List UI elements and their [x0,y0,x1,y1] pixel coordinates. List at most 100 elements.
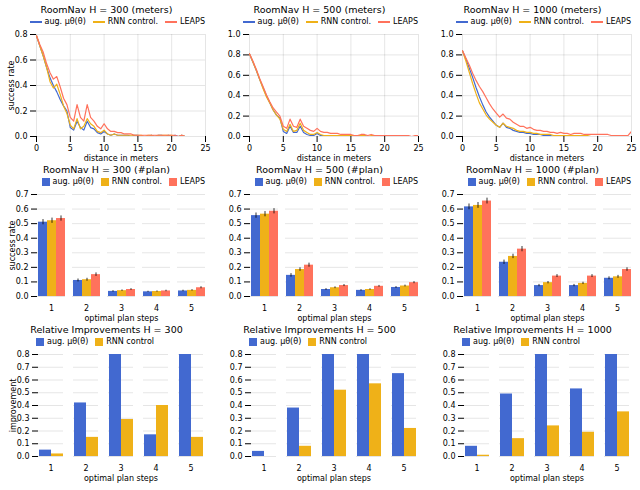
svg-text:20: 20 [167,144,177,153]
svg-text:0.4: 0.4 [443,401,456,410]
svg-text:success rate: success rate [7,60,16,110]
svg-text:0.3: 0.3 [443,414,456,423]
svg-text:0.2: 0.2 [15,107,28,116]
svg-text:distance in meters: distance in meters [297,154,372,163]
svg-text:improvement: improvement [9,379,18,433]
svg-text:0.5: 0.5 [443,388,456,397]
svg-text:0.0: 0.0 [17,452,30,461]
svg-text:0.4: 0.4 [228,91,241,100]
svg-text:0.6: 0.6 [228,71,241,80]
svg-text:0.2: 0.2 [16,263,29,272]
svg-text:5: 5 [494,144,499,153]
svg-text:0.6: 0.6 [17,376,30,385]
svg-text:0.7: 0.7 [16,190,29,199]
svg-text:4: 4 [153,464,158,473]
svg-text:3: 3 [119,304,124,313]
svg-text:25: 25 [200,144,210,153]
svg-text:4: 4 [154,304,159,313]
svg-text:optimal plan steps: optimal plan steps [84,474,158,483]
svg-text:0.1: 0.1 [17,439,30,448]
svg-text:0.3: 0.3 [17,414,30,423]
svg-text:distance in meters: distance in meters [510,154,585,163]
svg-text:3: 3 [118,464,123,473]
svg-text:0.4: 0.4 [229,234,242,243]
svg-text:0.0: 0.0 [230,452,243,461]
svg-text:3: 3 [332,304,337,313]
svg-text:0.8: 0.8 [443,350,456,359]
svg-text:0.5: 0.5 [17,388,30,397]
svg-text:1: 1 [475,304,480,313]
svg-text:optimal plan steps: optimal plan steps [510,474,584,483]
svg-text:0.6: 0.6 [230,376,243,385]
svg-text:4: 4 [367,304,372,313]
svg-text:0.7: 0.7 [17,363,30,372]
svg-text:0: 0 [247,144,252,153]
svg-text:5: 5 [614,464,619,473]
svg-text:0.5: 0.5 [229,219,242,228]
svg-text:0.5: 0.5 [230,388,243,397]
svg-text:0.2: 0.2 [442,263,455,272]
svg-text:0.2: 0.2 [443,427,456,436]
svg-text:0.1: 0.1 [230,439,243,448]
svg-text:20: 20 [593,144,603,153]
svg-text:2: 2 [509,464,514,473]
svg-text:0.3: 0.3 [442,248,455,257]
svg-text:5: 5 [615,304,620,313]
svg-text:2: 2 [510,304,515,313]
svg-text:0.7: 0.7 [442,190,455,199]
svg-text:4: 4 [579,464,584,473]
svg-text:3: 3 [545,304,550,313]
svg-text:5: 5 [68,144,73,153]
svg-text:0.0: 0.0 [442,292,455,301]
svg-text:0.0: 0.0 [229,292,242,301]
svg-text:0.2: 0.2 [17,427,30,436]
svg-text:0.6: 0.6 [441,71,454,80]
svg-text:optimal plan steps: optimal plan steps [84,314,158,323]
svg-text:0.0: 0.0 [16,292,29,301]
svg-text:0: 0 [34,144,39,153]
svg-text:2: 2 [84,304,89,313]
svg-text:2: 2 [296,464,301,473]
svg-text:5: 5 [401,464,406,473]
svg-text:1.0: 1.0 [441,30,454,39]
svg-text:optimal plan steps: optimal plan steps [510,314,584,323]
svg-text:optimal plan steps: optimal plan steps [297,314,371,323]
svg-text:0.6: 0.6 [442,205,455,214]
svg-text:0.4: 0.4 [442,234,455,243]
svg-text:3: 3 [331,464,336,473]
svg-text:0.1: 0.1 [443,439,456,448]
svg-text:optimal plan steps: optimal plan steps [297,474,371,483]
svg-text:0.3: 0.3 [229,248,242,257]
svg-text:0.2: 0.2 [230,427,243,436]
svg-text:10: 10 [525,144,535,153]
svg-text:3: 3 [544,464,549,473]
svg-text:1: 1 [474,464,479,473]
svg-text:0.7: 0.7 [229,190,242,199]
svg-text:15: 15 [559,144,569,153]
svg-text:0.8: 0.8 [15,30,28,39]
svg-text:distance in meters: distance in meters [84,154,159,163]
svg-text:1: 1 [48,464,53,473]
svg-text:0.2: 0.2 [229,263,242,272]
svg-text:0.4: 0.4 [441,91,454,100]
svg-text:5: 5 [188,464,193,473]
svg-text:1.0: 1.0 [228,30,241,39]
svg-text:0.0: 0.0 [441,132,454,141]
svg-text:0.3: 0.3 [16,248,29,257]
svg-text:25: 25 [626,144,636,153]
svg-text:0.6: 0.6 [15,56,28,65]
svg-text:0.1: 0.1 [442,277,455,286]
svg-text:0: 0 [460,144,465,153]
svg-text:0.6: 0.6 [443,376,456,385]
svg-text:0.1: 0.1 [16,277,29,286]
svg-text:0.2: 0.2 [228,112,241,121]
svg-text:2: 2 [83,464,88,473]
svg-text:0.0: 0.0 [443,452,456,461]
svg-text:5: 5 [281,144,286,153]
svg-text:10: 10 [312,144,322,153]
svg-text:1: 1 [262,304,267,313]
svg-text:4: 4 [580,304,585,313]
svg-text:10: 10 [99,144,109,153]
svg-text:5: 5 [402,304,407,313]
svg-text:0.4: 0.4 [16,234,29,243]
